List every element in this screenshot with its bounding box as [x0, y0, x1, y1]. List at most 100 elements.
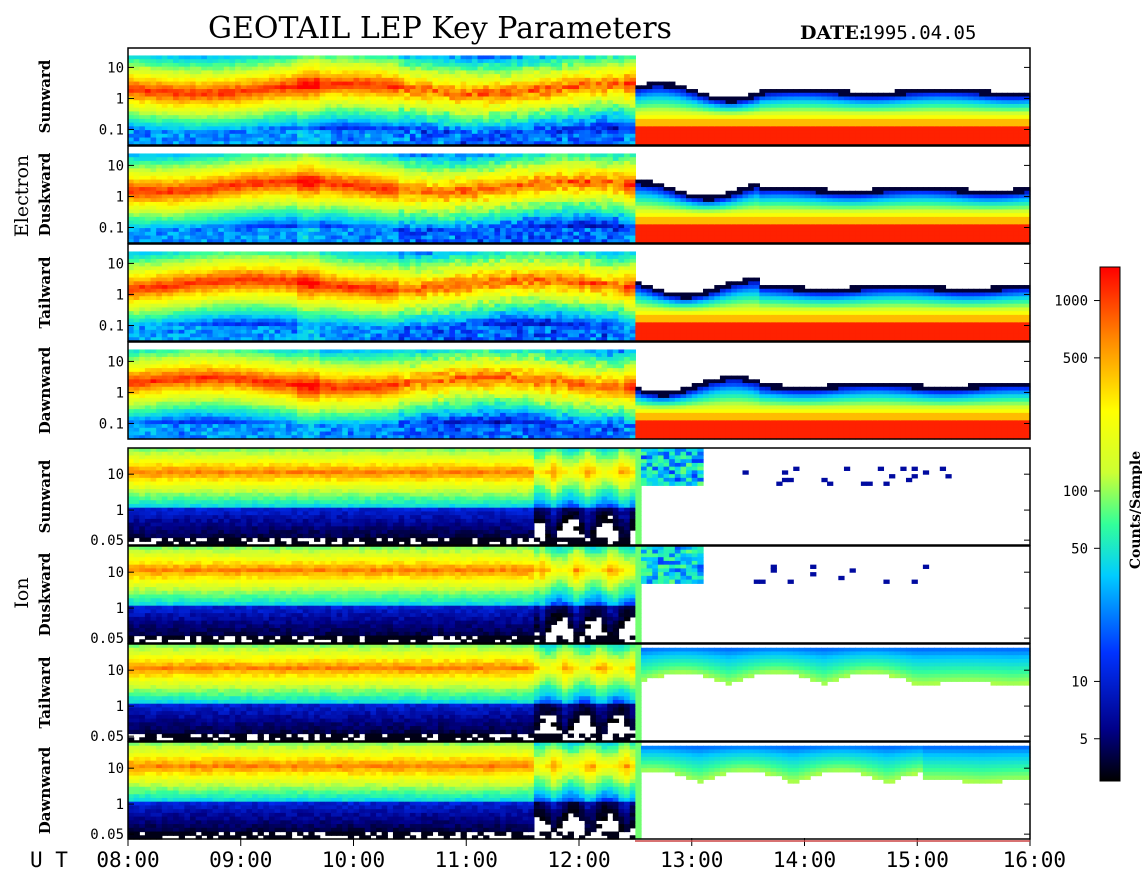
heatmap-cell [523, 74, 529, 78]
heatmap-cell [697, 111, 703, 115]
heatmap-cell [647, 126, 653, 130]
heatmap-cell [534, 206, 540, 210]
heatmap-cell [376, 67, 382, 71]
heatmap-cell [354, 108, 360, 112]
heatmap-cell [404, 78, 410, 82]
heatmap-cell [759, 89, 765, 93]
heatmap-cell [523, 55, 529, 59]
heatmap-cell [184, 206, 190, 210]
heatmap-cell [675, 138, 681, 142]
heatmap-cell [275, 191, 281, 195]
heatmap-cell [331, 89, 337, 93]
heatmap-cell [523, 228, 529, 232]
heatmap-cell [303, 236, 309, 240]
heatmap-cell [303, 74, 309, 78]
heatmap-cell [641, 111, 647, 115]
heatmap-cell [816, 100, 822, 104]
heatmap-cell [280, 89, 286, 93]
heatmap-cell [534, 63, 540, 67]
heatmap-cell [618, 126, 624, 130]
heatmap-cell [286, 165, 292, 169]
heatmap-cell [788, 100, 794, 104]
heatmap-cell [297, 187, 303, 191]
heatmap-cell [979, 104, 985, 108]
heatmap-cell [145, 198, 151, 202]
heatmap-cell [478, 165, 484, 169]
heatmap-cell [314, 217, 320, 221]
heatmap-cell [472, 195, 478, 199]
heatmap-cell [765, 138, 771, 142]
heatmap-cell [833, 134, 839, 138]
heatmap-cell [393, 104, 399, 108]
heatmap-cell [275, 55, 281, 59]
heatmap-cell [714, 138, 720, 142]
heatmap-cell [585, 108, 591, 112]
heatmap-cell [263, 165, 269, 169]
heatmap-cell [370, 134, 376, 138]
heatmap-cell [387, 157, 393, 161]
heatmap-cell [196, 183, 202, 187]
heatmap-cell [635, 115, 641, 119]
heatmap-cell [173, 119, 179, 123]
heatmap-cell [517, 165, 523, 169]
heatmap-cell [478, 206, 484, 210]
heatmap-cell [325, 85, 331, 89]
heatmap-cell [776, 126, 782, 130]
heatmap-cell [686, 119, 692, 123]
heatmap-cell [167, 108, 173, 112]
heatmap-cell [545, 108, 551, 112]
heatmap-cell [483, 97, 489, 101]
heatmap-cell [331, 187, 337, 191]
heatmap-cell [275, 157, 281, 161]
heatmap-cell [370, 228, 376, 232]
heatmap-cell [449, 111, 455, 115]
heatmap-cell [218, 63, 224, 67]
heatmap-cell [782, 100, 788, 104]
heatmap-cell [258, 168, 264, 172]
heatmap-cell [500, 100, 506, 104]
heatmap-cell [139, 115, 145, 119]
heatmap-cell [1002, 100, 1008, 104]
heatmap-cell [139, 153, 145, 157]
heatmap-cell [342, 165, 348, 169]
heatmap-cell [263, 134, 269, 138]
heatmap-cell [179, 97, 185, 101]
heatmap-cell [500, 93, 506, 97]
heatmap-cell [438, 176, 444, 180]
heatmap-cell [241, 123, 247, 127]
heatmap-cell [325, 209, 331, 213]
heatmap-cell [568, 85, 574, 89]
heatmap-cell [444, 74, 450, 78]
heatmap-cell [523, 119, 529, 123]
heatmap-cell [838, 97, 844, 101]
heatmap-cell [494, 55, 500, 59]
heatmap-cell [466, 224, 472, 228]
heatmap-cell [196, 224, 202, 228]
heatmap-cell [241, 63, 247, 67]
heatmap-cell [297, 213, 303, 217]
heatmap-cell [923, 100, 929, 104]
heatmap-cell [235, 153, 241, 157]
heatmap-cell [365, 168, 371, 172]
heatmap-cell [404, 108, 410, 112]
heatmap-cell [337, 93, 343, 97]
heatmap-cell [912, 130, 918, 134]
heatmap-cell [354, 63, 360, 67]
heatmap-cell [844, 123, 850, 127]
heatmap-cell [399, 217, 405, 221]
heatmap-cell [354, 104, 360, 108]
heatmap-cell [686, 126, 692, 130]
heatmap-cell [991, 108, 997, 112]
heatmap-cell [308, 161, 314, 165]
heatmap-cell [461, 82, 467, 86]
heatmap-cell [714, 108, 720, 112]
heatmap-cell [286, 195, 292, 199]
heatmap-cell [444, 63, 450, 67]
heatmap-cell [207, 78, 213, 82]
heatmap-cell [370, 161, 376, 165]
heatmap-cell [517, 224, 523, 228]
heatmap-cell [838, 138, 844, 142]
heatmap-cell [613, 130, 619, 134]
heatmap-cell [190, 221, 196, 225]
heatmap-cell [263, 195, 269, 199]
